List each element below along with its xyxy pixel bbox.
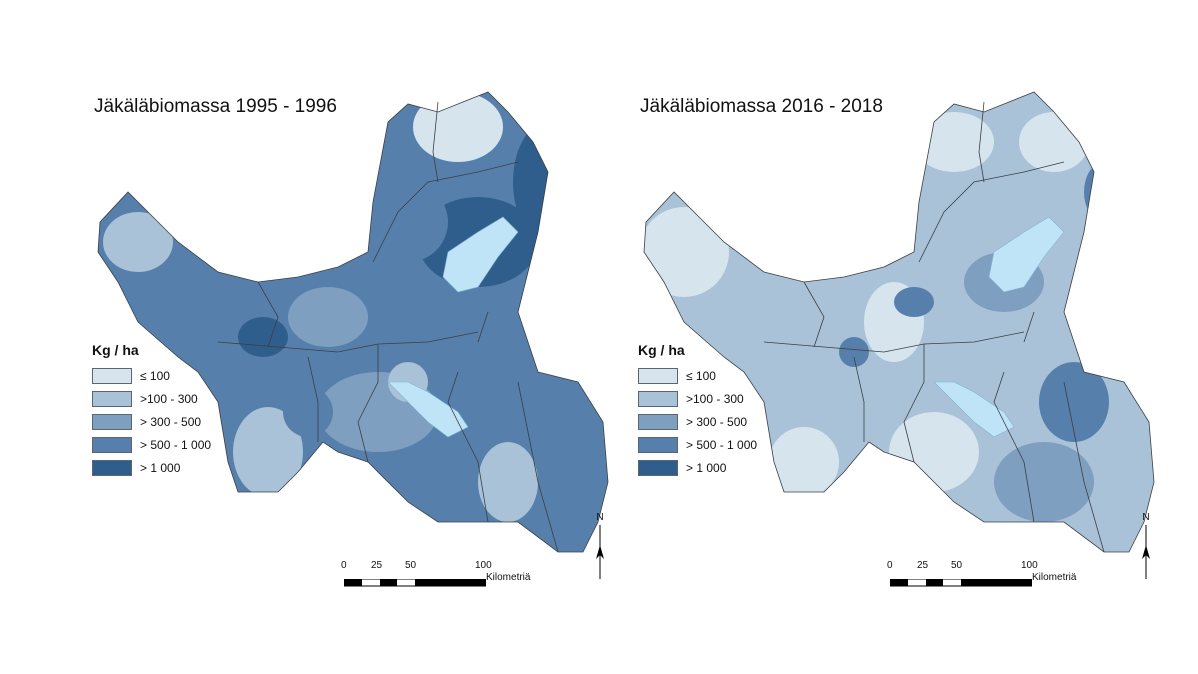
legend-swatch [92,459,132,476]
region-borders [97,91,609,553]
map-graphic [97,91,609,553]
legend-label: >100 - 300 [140,391,198,406]
legend-title: Kg / ha [638,342,685,358]
lake [387,381,469,438]
north-label: N [1142,512,1150,523]
scale-tick-label: 0 [341,560,347,571]
legend-swatch [638,413,678,430]
region-borders [643,91,1155,553]
map-title: Jäkäläbiomassa 2016 - 2018 [640,96,883,117]
map-title: Jäkäläbiomassa 1995 - 1996 [94,96,337,117]
scale-unit: Kilometriä [486,572,531,583]
biomass-patch [368,182,448,262]
legend-title: Kg / ha [92,342,139,358]
legend-item: > 1 000 [92,456,211,479]
legend: Kg / ha ≤ 100 >100 - 300 > 300 - 500 > 5… [638,342,757,479]
legend-item: > 1 000 [638,456,757,479]
legend-item: >100 - 300 [638,387,757,410]
legend-label: ≤ 100 [140,368,170,383]
legend-label: > 1 000 [686,460,727,475]
biomass-patch [644,207,729,297]
legend-label: ≤ 100 [686,368,716,383]
north-arrow-icon [1142,525,1150,579]
biomass-patch [508,382,588,442]
scale-tick-label: 100 [475,560,492,571]
biomass-patch [839,337,869,367]
lake [988,216,1065,293]
scale-tick-label: 50 [405,560,417,571]
scale-segments [343,578,487,587]
biomass-patch [994,442,1094,522]
scale-bar: 0 25 50 100 Kilometriä [887,560,1076,592]
scale-ticks: 0 25 50 100 [341,560,492,574]
legend-label: > 500 - 1 000 [686,437,758,452]
scale-bar: 0 25 50 100 Kilometriä [341,560,530,592]
biomass-patch [1039,362,1109,442]
north-label: N [596,512,604,523]
biomass-patch [103,212,173,272]
scale-tick-label: 25 [371,560,383,571]
biomass-patch [238,317,288,357]
biomass-patch [914,112,994,172]
legend-label: > 300 - 500 [686,414,748,429]
lakes [387,216,519,438]
legend-swatch [92,390,132,407]
biomass-patch [288,287,368,347]
biomass-patch [894,287,934,317]
biomass-patch [418,462,498,522]
scale-tick-label: 50 [951,560,963,571]
legend-swatch [92,413,132,430]
biomass-patch [413,92,503,162]
lake [442,216,519,293]
legend-swatch [638,367,678,384]
biomass-patch [158,267,238,317]
biomass-patch [233,407,303,497]
legend-item: > 500 - 1 000 [638,433,757,456]
biomass-patch [283,387,333,437]
scale-segments [889,578,1033,587]
legend-swatch [638,390,678,407]
lakes [933,216,1065,438]
biomass-patch [769,427,839,497]
legend-item: > 500 - 1 000 [92,433,211,456]
map-panel-2016: Jäkäläbiomassa 2016 - 2018 Kg / ha ≤ 100… [624,82,1164,594]
legend-item: ≤ 100 [638,364,757,387]
biomass-surface [98,92,608,552]
legend-label: > 1 000 [140,460,181,475]
legend-label: >100 - 300 [686,391,744,406]
legend-swatch [638,459,678,476]
legend-item: > 300 - 500 [638,410,757,433]
scale-unit: Kilometriä [1032,572,1077,583]
scale-tick-label: 25 [917,560,929,571]
scale-ticks: 0 25 50 100 [887,560,1038,574]
scale-tick-label: 0 [887,560,893,571]
legend-item: ≤ 100 [92,364,211,387]
north-arrow: N [593,512,607,582]
biomass-patch [478,442,538,522]
legend-label: > 500 - 1 000 [140,437,212,452]
scale-tick-label: 100 [1021,560,1038,571]
legend-swatch [638,436,678,453]
biomass-surface [644,92,1154,552]
map-graphic [643,91,1155,553]
legend-item: >100 - 300 [92,387,211,410]
north-arrow-icon [596,525,604,579]
legend: Kg / ha ≤ 100 >100 - 300 > 300 - 500 > 5… [92,342,211,479]
legend-swatch [92,367,132,384]
biomass-patch [1084,162,1124,222]
legend-item: > 300 - 500 [92,410,211,433]
biomass-patch [889,412,979,492]
legend-label: > 300 - 500 [140,414,202,429]
north-arrow: N [1139,512,1153,582]
legend-swatch [92,436,132,453]
map-panel-1995: Jäkäläbiomassa 1995 - 1996 Kg / ha ≤ 100… [78,82,618,594]
lake [933,381,1015,438]
